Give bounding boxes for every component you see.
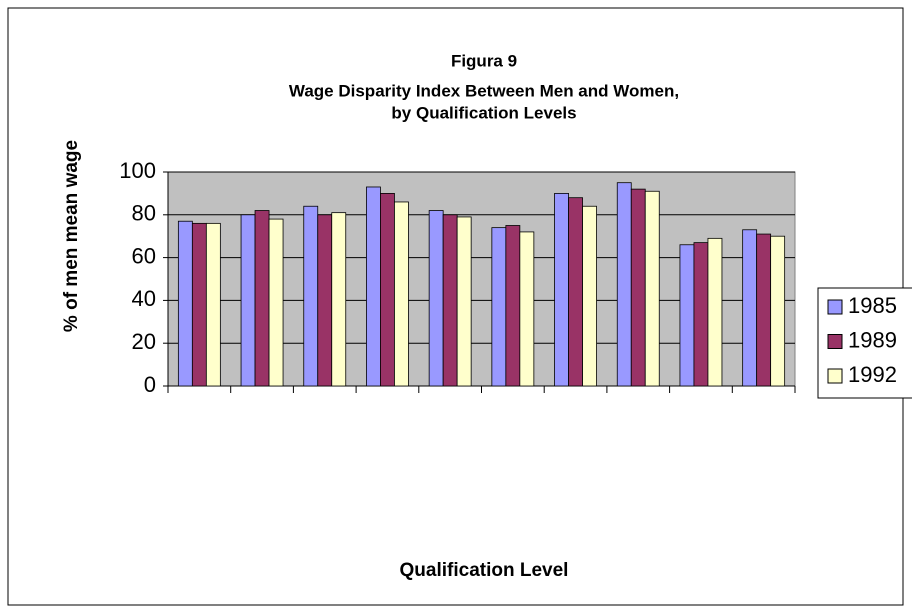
bar	[442, 214, 458, 387]
y-tick-label: 80	[132, 201, 156, 226]
bar	[177, 220, 193, 387]
chart-subtitle: by Qualification Levels	[391, 103, 576, 122]
bar	[317, 214, 333, 387]
bar	[756, 233, 772, 387]
legend-swatch	[827, 299, 843, 315]
bar	[254, 210, 270, 387]
bar	[616, 182, 632, 387]
bar	[519, 231, 535, 387]
legend-label: 1989	[848, 327, 897, 352]
bar	[630, 188, 646, 387]
legend-swatch	[827, 368, 843, 384]
y-tick-label: 0	[144, 372, 156, 397]
bar	[644, 190, 660, 387]
y-tick-label: 20	[132, 329, 156, 354]
bar	[303, 205, 319, 387]
bar	[770, 235, 786, 387]
bar	[394, 201, 409, 387]
bar	[554, 192, 569, 387]
bar	[191, 222, 207, 387]
legend-swatch	[827, 334, 843, 349]
bar	[707, 237, 723, 387]
y-tick-label: 100	[119, 158, 156, 183]
bar	[366, 186, 381, 387]
bar	[568, 197, 583, 387]
legend-label: 1985	[848, 293, 897, 318]
bar	[693, 242, 709, 387]
bar	[205, 222, 221, 387]
bar	[679, 244, 695, 387]
chart-title: Figura 9	[451, 51, 517, 70]
bar	[428, 210, 444, 387]
bar	[380, 192, 395, 387]
bar	[240, 214, 256, 387]
bar	[331, 212, 347, 387]
bar	[582, 205, 597, 387]
bar	[742, 229, 758, 387]
legend-label: 1992	[848, 362, 897, 387]
x-axis-label: Qualification Level	[400, 560, 569, 581]
bar	[491, 227, 507, 387]
y-tick-label: 40	[132, 286, 156, 311]
bar	[505, 225, 521, 387]
y-axis-label: % of men mean wage	[61, 140, 82, 332]
chart-subtitle: Wage Disparity Index Between Men and Wom…	[289, 81, 679, 100]
bar	[456, 216, 472, 387]
y-tick-label: 60	[132, 243, 156, 268]
bar	[268, 218, 284, 387]
